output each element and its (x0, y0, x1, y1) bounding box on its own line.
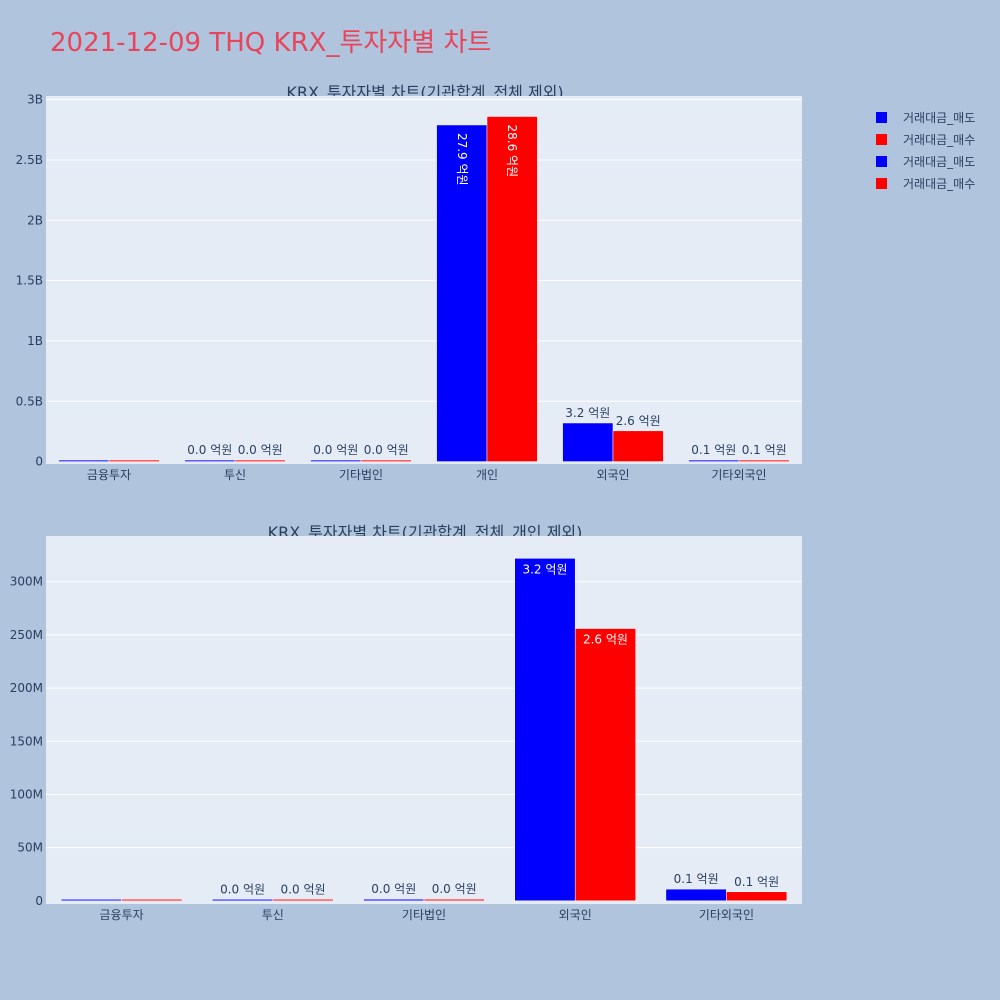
chart1-ytick-label: 0.5B (16, 394, 43, 408)
chart1-ytick-label: 1B (27, 334, 43, 348)
chart1-ytick-label: 1.5B (16, 274, 43, 288)
legend-item-sell-1[interactable]: 거래대금_매도 (876, 106, 975, 128)
chart2-ytick-label: 50M (17, 841, 43, 855)
chart1-data-label: 3.2 억원 (565, 406, 610, 420)
chart2-xtick-label: 투신 (262, 908, 284, 922)
chart2-ytick-label: 300M (10, 575, 43, 589)
chart2-bar[interactable] (60, 899, 122, 902)
chart2-xtick-label: 금융투자 (100, 908, 144, 922)
chart1-xtick-label: 외국인 (596, 468, 629, 482)
chart2-bar[interactable] (726, 891, 788, 902)
chart2-ytick-label: 150M (10, 734, 43, 748)
chart1-bar[interactable] (58, 459, 110, 462)
chart1-plot[interactable]: 0 0.5B 1B 1.5B 2B 2.5B 3B 금융투자 투신 0.0 억원 0.0 억원기타법… (0, 0, 1000, 500)
legend-item-buy-2[interactable]: 거래대금_매수 (876, 172, 975, 194)
main-title: 2021-12-09 THQ KRX_투자자별 차트 (50, 28, 492, 58)
chart1-data-label: 0.0 억원 (187, 443, 232, 457)
chart1-bar[interactable] (310, 459, 362, 462)
chart1-bar[interactable] (108, 459, 160, 462)
chart1-xtick-label: 투신 (224, 468, 246, 482)
chart1-data-label: 0.1 억원 (691, 443, 736, 457)
chart2-bar[interactable] (272, 899, 334, 902)
chart2-ytick-label: 200M (10, 681, 43, 695)
chart1-ytick-label: 3B (27, 93, 43, 107)
legend-label: 거래대금_매수 (903, 132, 976, 147)
chart1-bar[interactable] (738, 459, 790, 462)
legend-label: 거래대금_매수 (903, 176, 976, 191)
chart1-ytick-label: 2B (27, 213, 43, 227)
chart2-bar[interactable] (121, 899, 183, 902)
chart2-plot-background (46, 536, 802, 904)
chart1-bar[interactable] (184, 459, 236, 462)
chart2-xtick-label: 기타외국인 (699, 908, 754, 922)
chart1-bar[interactable] (436, 124, 488, 462)
chart2-ytick-label: 100M (10, 787, 43, 801)
chart1-data-label: 2.6 억원 (616, 414, 661, 428)
chart2-ytick-label: 0 (35, 894, 43, 908)
chart2-data-label: 0.0 억원 (432, 882, 477, 896)
legend[interactable]: 거래대금_매도 거래대금_매수 거래대금_매도 거래대금_매수 (876, 106, 975, 194)
chart2-bar[interactable] (514, 558, 576, 902)
chart2-data-label: 0.0 억원 (220, 882, 265, 896)
chart1-xtick-label: 개인 (476, 468, 498, 482)
legend-swatch-icon (876, 155, 887, 167)
chart2-bar[interactable] (574, 628, 636, 902)
chart2-ytick-label: 250M (10, 628, 43, 642)
chart1-data-label: 0.1 억원 (742, 443, 787, 457)
chart2-xtick-label: 외국인 (559, 908, 592, 922)
chart2-data-label: 0.0 억원 (371, 882, 416, 896)
legend-item-sell-2[interactable]: 거래대금_매도 (876, 150, 975, 172)
chart1-bar[interactable] (360, 459, 412, 462)
chart1-data-label: 0.0 억원 (313, 443, 358, 457)
legend-swatch-icon (876, 177, 887, 189)
chart1-xtick-label: 기타법인 (339, 468, 383, 482)
chart2-title: KRX_투자자별 차트(기관합계_전체_개인 제외) (267, 523, 583, 542)
chart1-plot-background (46, 96, 802, 464)
legend-label: 거래대금_매도 (903, 154, 976, 169)
chart1-data-label: 0.0 억원 (238, 443, 283, 457)
legend-swatch-icon (876, 133, 887, 145)
chart2-bar[interactable] (423, 898, 485, 902)
legend-swatch-icon (876, 111, 887, 123)
chart1-xtick-label: 기타외국인 (711, 468, 766, 482)
chart1-bar[interactable] (612, 430, 664, 462)
chart1-bar[interactable] (562, 422, 614, 462)
chart1-bar[interactable] (234, 459, 286, 462)
chart2-bar[interactable] (363, 898, 425, 902)
chart1-bar[interactable] (486, 116, 538, 462)
chart1-bar[interactable] (688, 459, 740, 462)
chart2-data-label: 0.0 억원 (281, 882, 326, 896)
chart1-data-label: 0.0 억원 (364, 443, 409, 457)
chart2-bar[interactable] (212, 899, 274, 902)
chart1-data-label: 27.9 억원 (455, 133, 469, 186)
chart2-data-label: 0.1 억원 (674, 872, 719, 886)
legend-label: 거래대금_매도 (903, 110, 976, 125)
chart2-data-label: 0.1 억원 (734, 875, 779, 889)
chart1-ytick-label: 0 (35, 455, 43, 469)
legend-item-buy-1[interactable]: 거래대금_매수 (876, 128, 975, 150)
chart2-data-label: 3.2 억원 (522, 562, 567, 576)
chart1-xtick-label: 금융투자 (87, 468, 131, 482)
chart2-data-label: 2.6 억원 (583, 633, 628, 647)
chart1-data-label: 28.6 억원 (505, 125, 519, 178)
chart2-xtick-label: 기타법인 (402, 908, 446, 922)
chart2-bar[interactable] (665, 888, 727, 902)
chart1-ytick-label: 2.5B (16, 153, 43, 167)
